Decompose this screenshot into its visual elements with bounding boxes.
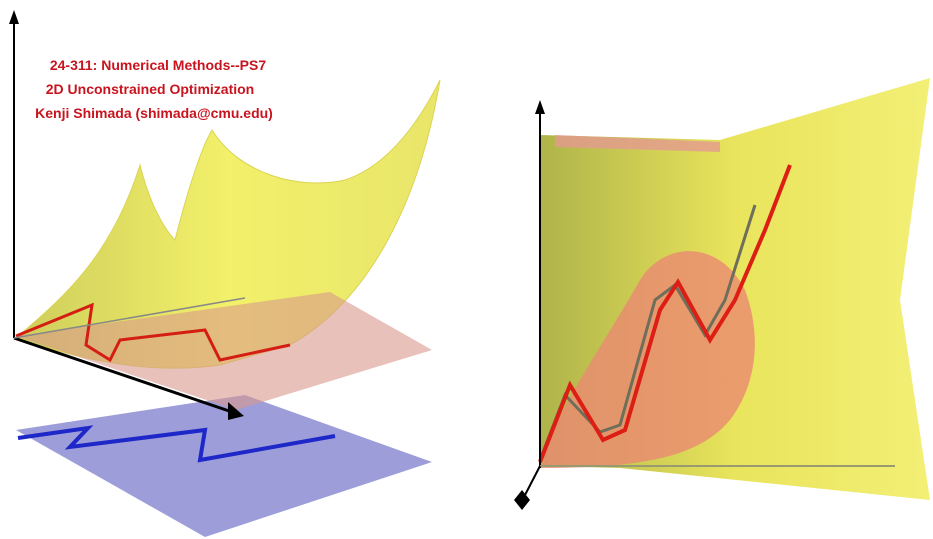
- title-line: 24-311: Numerical Methods--PS7: [50, 57, 267, 73]
- axis-arrow: [535, 100, 545, 114]
- page: 24-311: Numerical Methods--PS7 2D Uncons…: [0, 0, 933, 539]
- right-view: [514, 78, 930, 510]
- left-view: 24-311: Numerical Methods--PS7 2D Uncons…: [9, 10, 440, 537]
- axis-marker: [514, 490, 530, 510]
- axis: [525, 466, 540, 495]
- scene: 24-311: Numerical Methods--PS7 2D Uncons…: [0, 0, 933, 539]
- title-line: 2D Unconstrained Optimization: [46, 81, 254, 97]
- blue-plane: [16, 395, 432, 537]
- axis-arrow: [9, 10, 19, 24]
- title-line: Kenji Shimada (shimada@cmu.edu): [35, 105, 273, 121]
